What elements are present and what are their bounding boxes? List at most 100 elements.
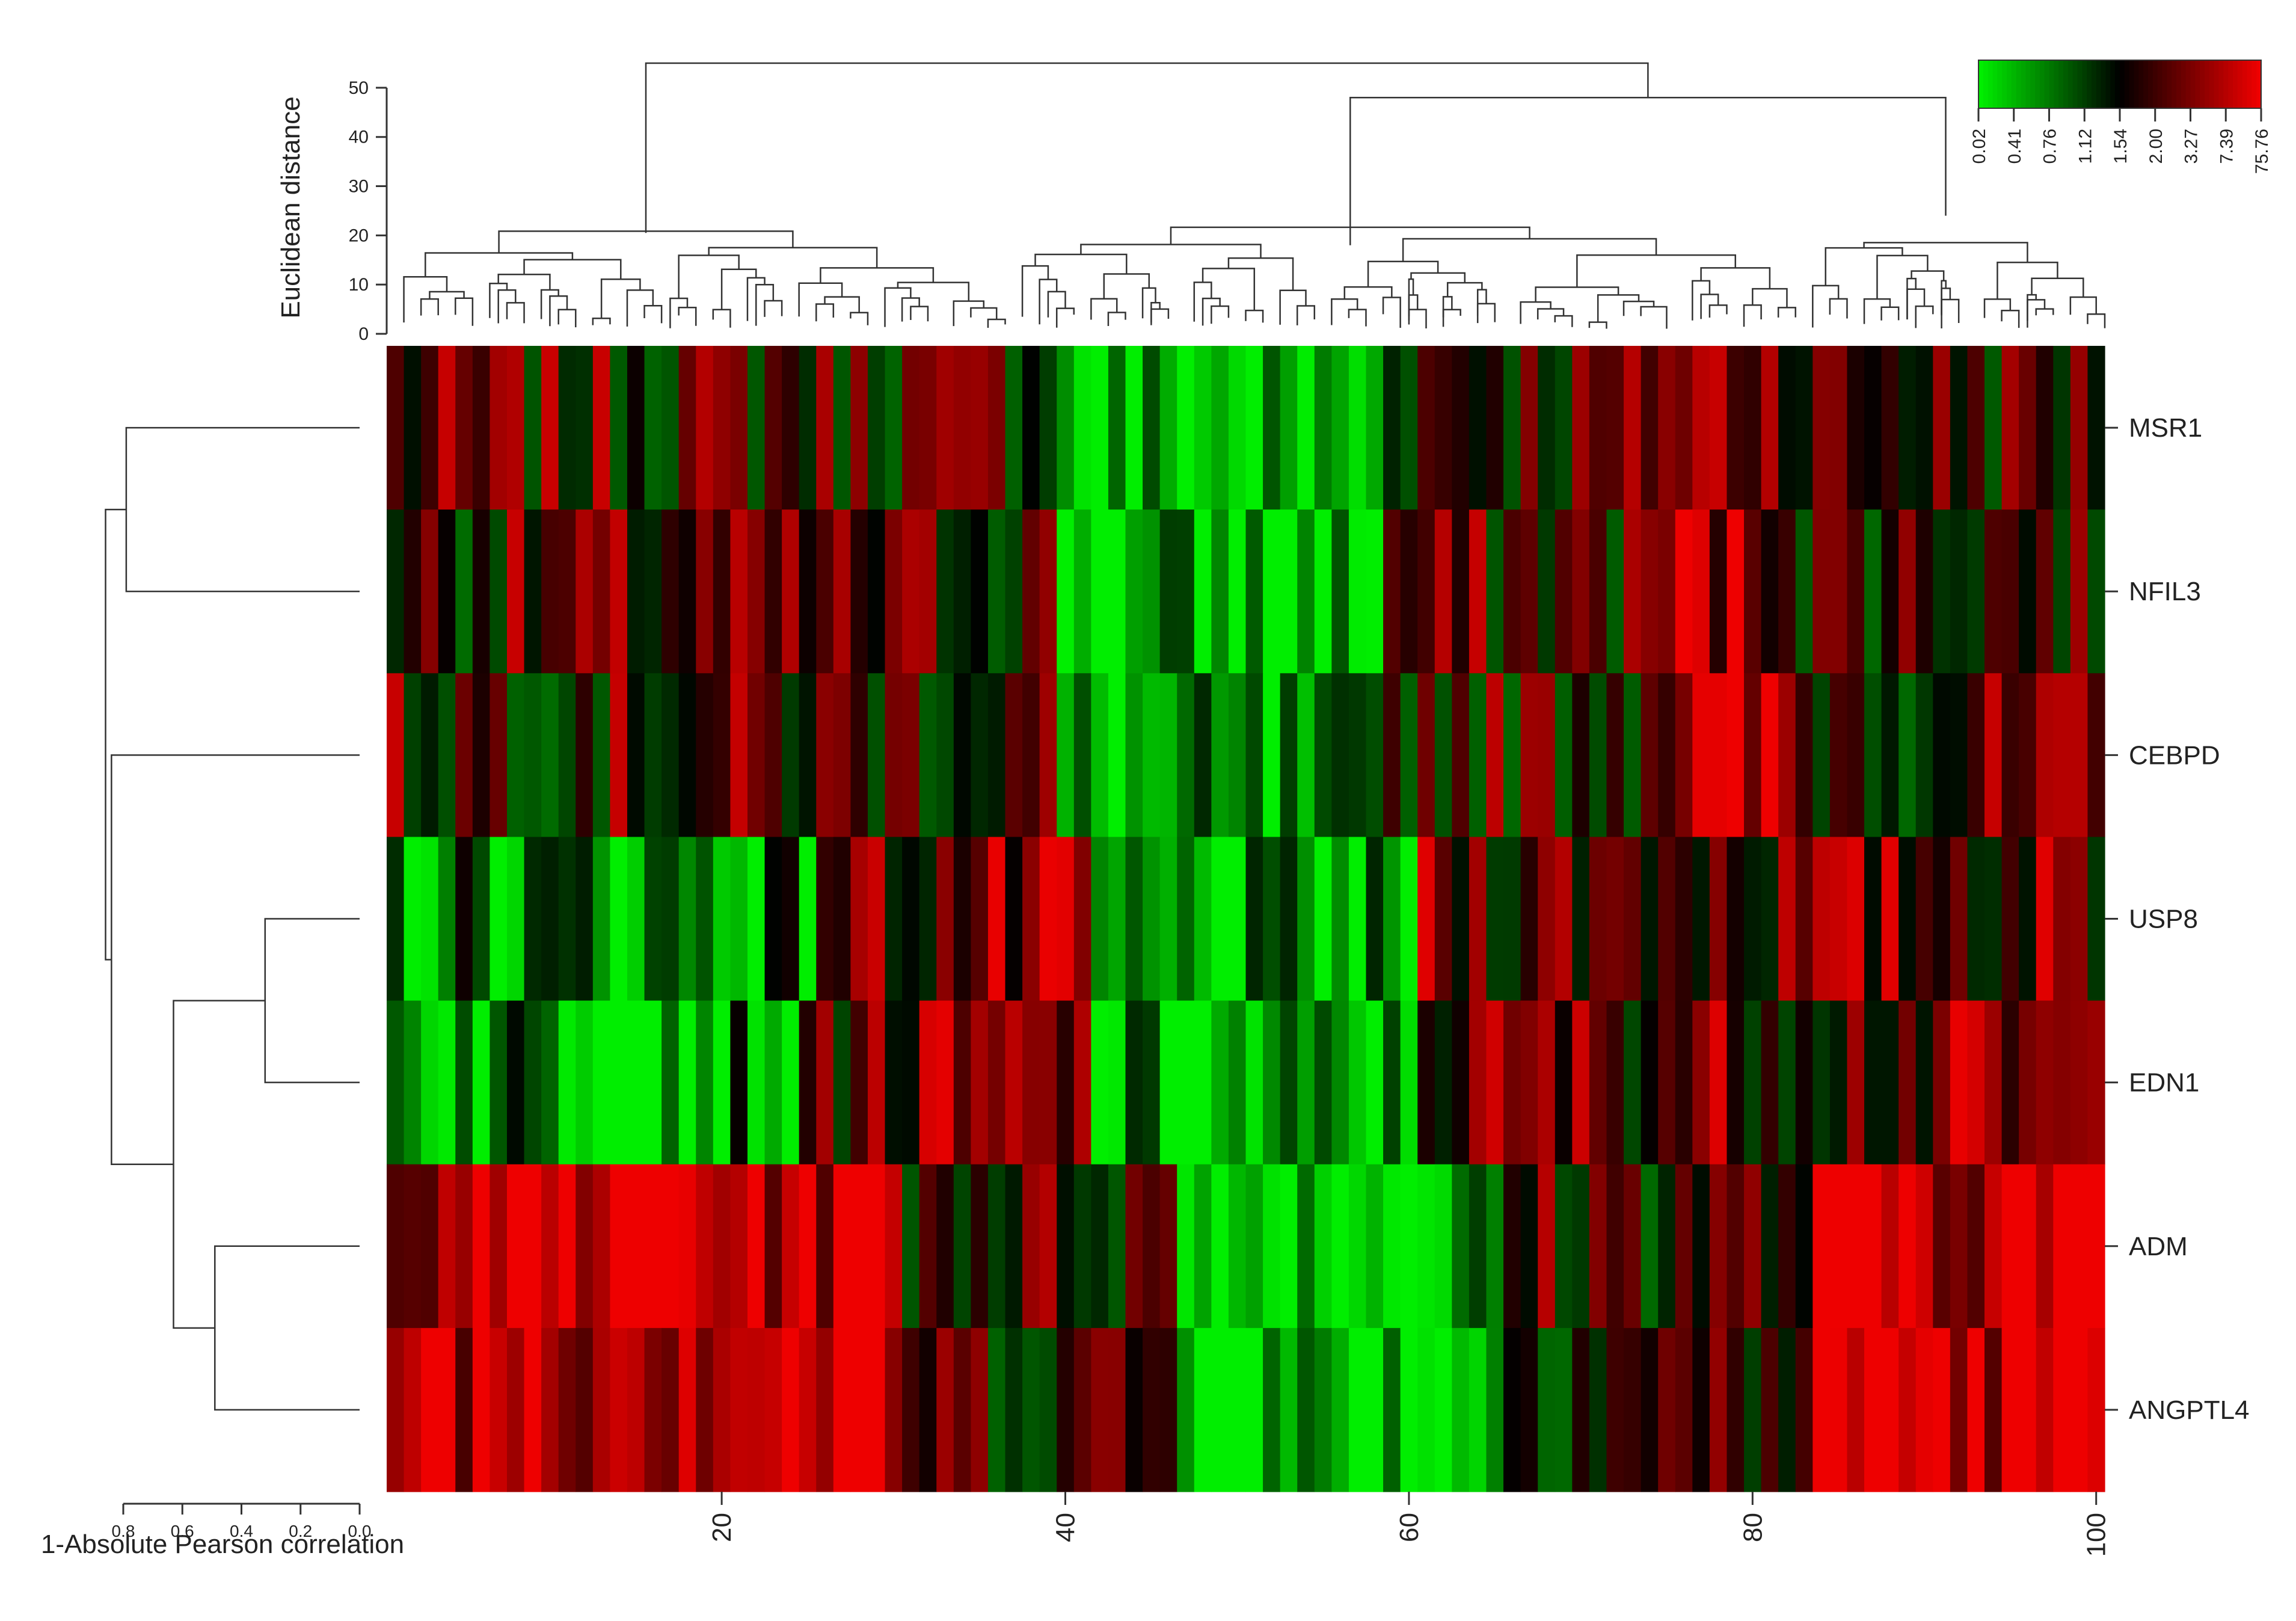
heatmap-cell: [490, 1000, 508, 1165]
heatmap-cell: [1829, 1164, 1848, 1329]
heatmap-cell: [1589, 346, 1607, 510]
heatmap-cell: [764, 346, 782, 510]
heatmap-cell: [1331, 1000, 1349, 1165]
legend-tick-label: 1.54: [2111, 129, 2131, 164]
heatmap-cell: [2036, 1000, 2054, 1165]
heatmap-cell: [885, 346, 903, 510]
dendrogram-branch: [600, 278, 641, 319]
heatmap-cell: [661, 346, 680, 510]
heatmap-cell: [987, 673, 1006, 838]
heatmap-cell: [2019, 1000, 2037, 1165]
heatmap-cell: [1417, 346, 1435, 510]
dendrogram-branch: [1863, 298, 1891, 324]
heatmap-cell: [678, 1164, 696, 1329]
heatmap-cell: [610, 346, 628, 510]
heatmap-cell: [1348, 1164, 1367, 1329]
dendrogram-branch: [1880, 306, 1900, 321]
heatmap-cell: [1194, 673, 1212, 838]
heatmap-cell: [1572, 1327, 1590, 1492]
dendrogram-branch: [1588, 321, 1607, 329]
dendrogram-branch: [497, 289, 517, 324]
heatmap-cell: [627, 346, 645, 510]
heatmap-cell: [404, 1000, 422, 1165]
legend-color-segment: [2162, 60, 2168, 108]
heatmap-cell: [1692, 1327, 1710, 1492]
heatmap-cell: [1813, 1327, 1831, 1492]
heatmap-cell: [1073, 346, 1091, 510]
heatmap-cell: [678, 346, 696, 510]
heatmap-cell: [1331, 346, 1349, 510]
row-dendrogram-axis: 1-Absolute Pearson correlation 0.8 0.6 0.4…: [41, 1503, 404, 1559]
dendrogram-branch: [1211, 305, 1230, 324]
heatmap-cell: [558, 1000, 576, 1165]
heatmap-cell: [1073, 509, 1091, 674]
heatmap-cell: [455, 1327, 473, 1492]
heatmap-cell: [1469, 1164, 1487, 1329]
heatmap-cell: [1915, 673, 1933, 838]
dendrogram-branch: [1408, 294, 1419, 316]
heatmap-cell: [1641, 837, 1659, 1001]
heatmap-cell: [1984, 673, 2003, 838]
heatmap-cell: [1829, 346, 1848, 510]
heatmap-cell: [490, 346, 508, 510]
heatmap-cell: [2036, 673, 2054, 838]
dendrogram-branch: [1520, 301, 1552, 324]
heatmap-cell: [1228, 1000, 1247, 1165]
heatmap-cell: [782, 1164, 800, 1329]
dendrogram-branch: [1227, 257, 1294, 291]
heatmap-cell: [1452, 1000, 1470, 1165]
dendrogram-branch: [425, 252, 574, 277]
heatmap-cell: [1366, 1000, 1384, 1165]
heatmap-cell: [2087, 1164, 2105, 1329]
heatmap-cell: [2001, 837, 2019, 1001]
legend-color-segment: [2092, 60, 2097, 108]
heatmap-cell: [1829, 673, 1848, 838]
heatmap-cell: [2036, 346, 2054, 510]
heatmap-cell: [644, 673, 662, 838]
dendrogram-branch: [455, 297, 474, 326]
dendrogram-branch: [1622, 300, 1655, 316]
heatmap-cell: [1211, 1327, 1229, 1492]
legend-color-segment: [2185, 60, 2191, 108]
heatmap-cell: [936, 1164, 954, 1329]
heatmap-cell: [1606, 1164, 1624, 1329]
heatmap-cell: [1658, 837, 1676, 1001]
heatmap-cell: [421, 837, 439, 1001]
heatmap-cell: [1727, 509, 1745, 674]
heatmap-cell: [1331, 673, 1349, 838]
dendrogram-branch: [1640, 306, 1668, 329]
heatmap-cell: [1057, 1327, 1075, 1492]
heatmap-cell: [644, 1000, 662, 1165]
heatmap-cell: [1606, 1000, 1624, 1165]
heatmap-cell: [696, 1000, 714, 1165]
legend-tick-label: 1.12: [2075, 129, 2095, 164]
heatmap-cell: [421, 1164, 439, 1329]
heatmap-cell: [644, 346, 662, 510]
heatmap-cell: [1486, 509, 1504, 674]
heatmap-cell: [953, 1000, 971, 1165]
heatmap-cell: [971, 346, 989, 510]
heatmap-cell: [1538, 1327, 1556, 1492]
dendrogram-branch: [1382, 297, 1401, 328]
legend-color-segment: [2030, 60, 2036, 108]
heatmap-cell: [1692, 346, 1710, 510]
heatmap-cell: [1228, 837, 1247, 1001]
heatmap-cell: [1538, 509, 1556, 674]
heatmap-cell: [1297, 673, 1315, 838]
heatmap-cell: [782, 1327, 800, 1492]
heatmap-cell: [1984, 346, 2003, 510]
heatmap-cell: [833, 1000, 851, 1165]
heatmap-cell: [387, 346, 405, 510]
heatmap-cell: [696, 1327, 714, 1492]
heatmap-cell: [1039, 1164, 1057, 1329]
heatmap-cell: [1108, 509, 1126, 674]
heatmap-cell: [421, 673, 439, 838]
row-label-cebpd: CEBPD: [2129, 740, 2220, 770]
heatmap-cell: [404, 1164, 422, 1329]
heatmap-cell: [1606, 673, 1624, 838]
heatmap-cell: [1280, 1000, 1298, 1165]
heatmap-cell: [524, 509, 542, 674]
heatmap-cell: [1452, 346, 1470, 510]
legend-color-segment: [2124, 60, 2130, 108]
heatmap-cell: [524, 1327, 542, 1492]
